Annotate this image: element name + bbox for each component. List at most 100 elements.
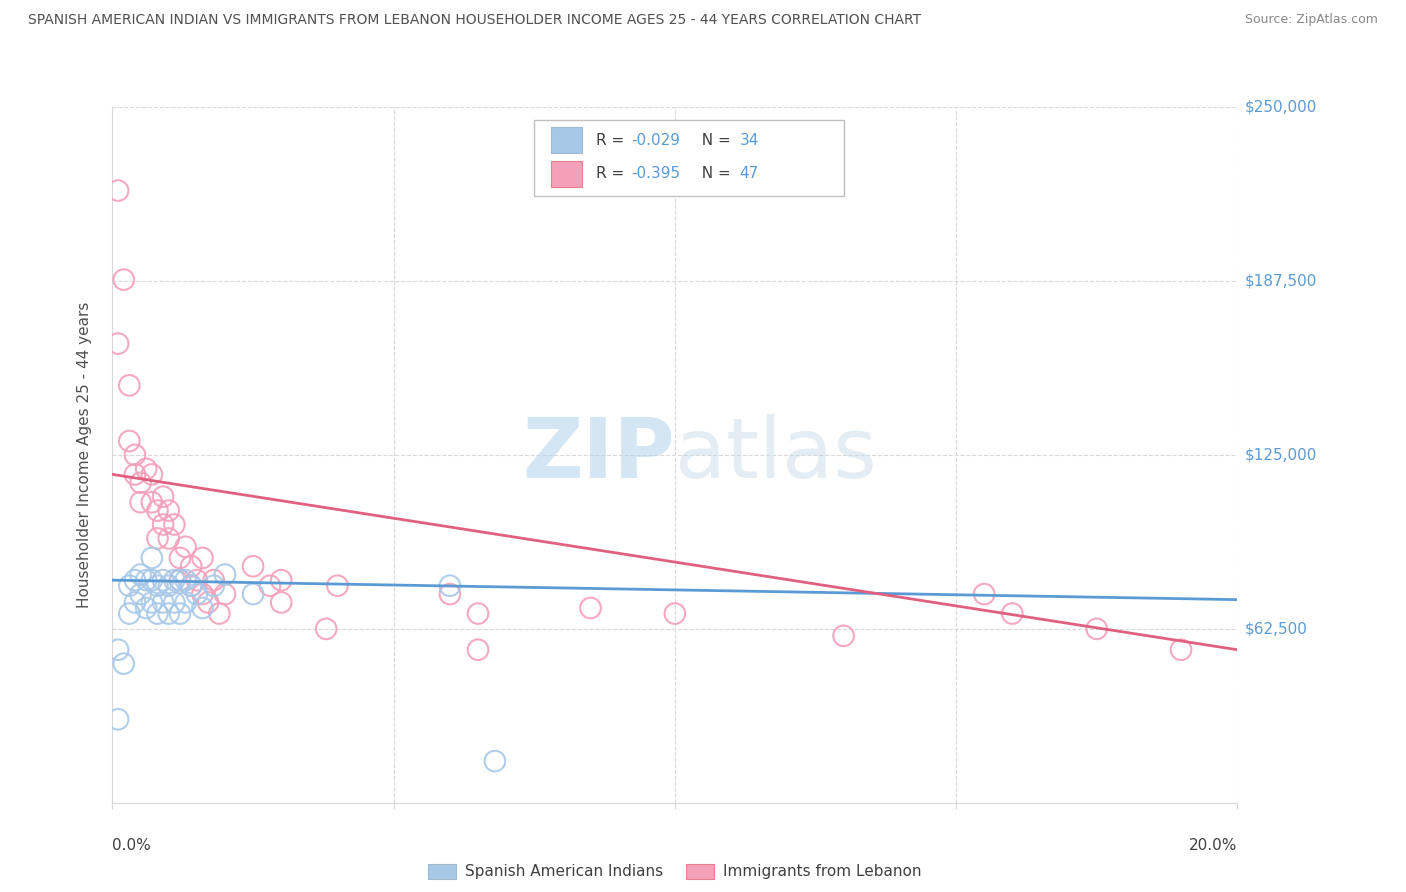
Text: 34: 34 <box>740 133 759 147</box>
Text: R =: R = <box>596 133 630 147</box>
Point <box>157 532 180 546</box>
Point <box>169 607 191 621</box>
Text: 20.0%: 20.0% <box>1189 838 1237 854</box>
Text: N =: N = <box>692 133 735 147</box>
Point <box>124 448 146 462</box>
Point <box>129 567 152 582</box>
Point <box>259 579 281 593</box>
Text: 47: 47 <box>740 167 759 181</box>
Point <box>135 462 157 476</box>
Point <box>214 587 236 601</box>
Point <box>180 579 202 593</box>
Text: -0.029: -0.029 <box>631 133 681 147</box>
Text: $62,500: $62,500 <box>1244 622 1308 636</box>
Text: $187,500: $187,500 <box>1244 274 1316 288</box>
Point <box>152 573 174 587</box>
Point <box>214 567 236 582</box>
Point <box>163 573 186 587</box>
Point <box>118 579 141 593</box>
Text: $125,000: $125,000 <box>1244 448 1316 462</box>
Point <box>326 579 349 593</box>
Point <box>664 607 686 621</box>
Point <box>191 587 214 601</box>
Point <box>579 601 602 615</box>
Point <box>157 579 180 593</box>
Point <box>107 336 129 351</box>
Point <box>112 272 135 286</box>
Point <box>169 550 191 565</box>
Point <box>973 587 995 601</box>
Point <box>208 607 231 621</box>
Point <box>112 657 135 671</box>
Point <box>141 550 163 565</box>
Point <box>146 579 169 593</box>
Point <box>118 378 141 392</box>
Point <box>242 559 264 574</box>
Text: Source: ZipAtlas.com: Source: ZipAtlas.com <box>1244 13 1378 27</box>
Point <box>197 595 219 609</box>
Point <box>169 573 191 587</box>
Text: R =: R = <box>596 167 630 181</box>
Point <box>174 573 197 587</box>
Text: N =: N = <box>692 167 735 181</box>
Point <box>202 573 225 587</box>
Y-axis label: Householder Income Ages 25 - 44 years: Householder Income Ages 25 - 44 years <box>77 301 91 608</box>
Point <box>180 559 202 574</box>
Point <box>180 579 202 593</box>
Point <box>141 595 163 609</box>
Point <box>118 434 141 448</box>
Point <box>186 587 208 601</box>
Point <box>467 607 489 621</box>
Point <box>1001 607 1024 621</box>
Point <box>141 573 163 587</box>
Text: $250,000: $250,000 <box>1244 100 1316 114</box>
Text: SPANISH AMERICAN INDIAN VS IMMIGRANTS FROM LEBANON HOUSEHOLDER INCOME AGES 25 - : SPANISH AMERICAN INDIAN VS IMMIGRANTS FR… <box>28 13 921 28</box>
Point <box>157 503 180 517</box>
Point <box>107 712 129 726</box>
Point <box>124 573 146 587</box>
Point <box>157 607 180 621</box>
Point <box>152 517 174 532</box>
Point <box>141 467 163 482</box>
Point <box>135 601 157 615</box>
Point <box>124 467 146 482</box>
Point <box>270 595 292 609</box>
Point <box>169 573 191 587</box>
Point <box>124 595 146 609</box>
Point <box>174 540 197 554</box>
Point <box>107 184 129 198</box>
Point <box>186 573 208 587</box>
Point <box>174 595 197 609</box>
Point <box>129 475 152 490</box>
Point <box>484 754 506 768</box>
Point <box>146 532 169 546</box>
Point <box>163 595 186 609</box>
Point <box>832 629 855 643</box>
Point <box>1170 642 1192 657</box>
Point <box>467 642 489 657</box>
Point <box>129 495 152 509</box>
Text: ZIP: ZIP <box>523 415 675 495</box>
Point <box>146 503 169 517</box>
Point <box>129 587 152 601</box>
Text: 0.0%: 0.0% <box>112 838 152 854</box>
Point <box>191 601 214 615</box>
Point <box>146 607 169 621</box>
Point <box>439 579 461 593</box>
Point <box>141 495 163 509</box>
Point <box>270 573 292 587</box>
Point <box>163 517 186 532</box>
Text: -0.395: -0.395 <box>631 167 681 181</box>
Point <box>152 595 174 609</box>
Point <box>202 579 225 593</box>
Point <box>439 587 461 601</box>
Point <box>135 573 157 587</box>
Legend: Spanish American Indians, Immigrants from Lebanon: Spanish American Indians, Immigrants fro… <box>422 857 928 886</box>
Text: atlas: atlas <box>675 415 876 495</box>
Point <box>242 587 264 601</box>
Point <box>191 550 214 565</box>
Point <box>1085 622 1108 636</box>
Point <box>315 622 337 636</box>
Point <box>107 642 129 657</box>
Point <box>152 490 174 504</box>
